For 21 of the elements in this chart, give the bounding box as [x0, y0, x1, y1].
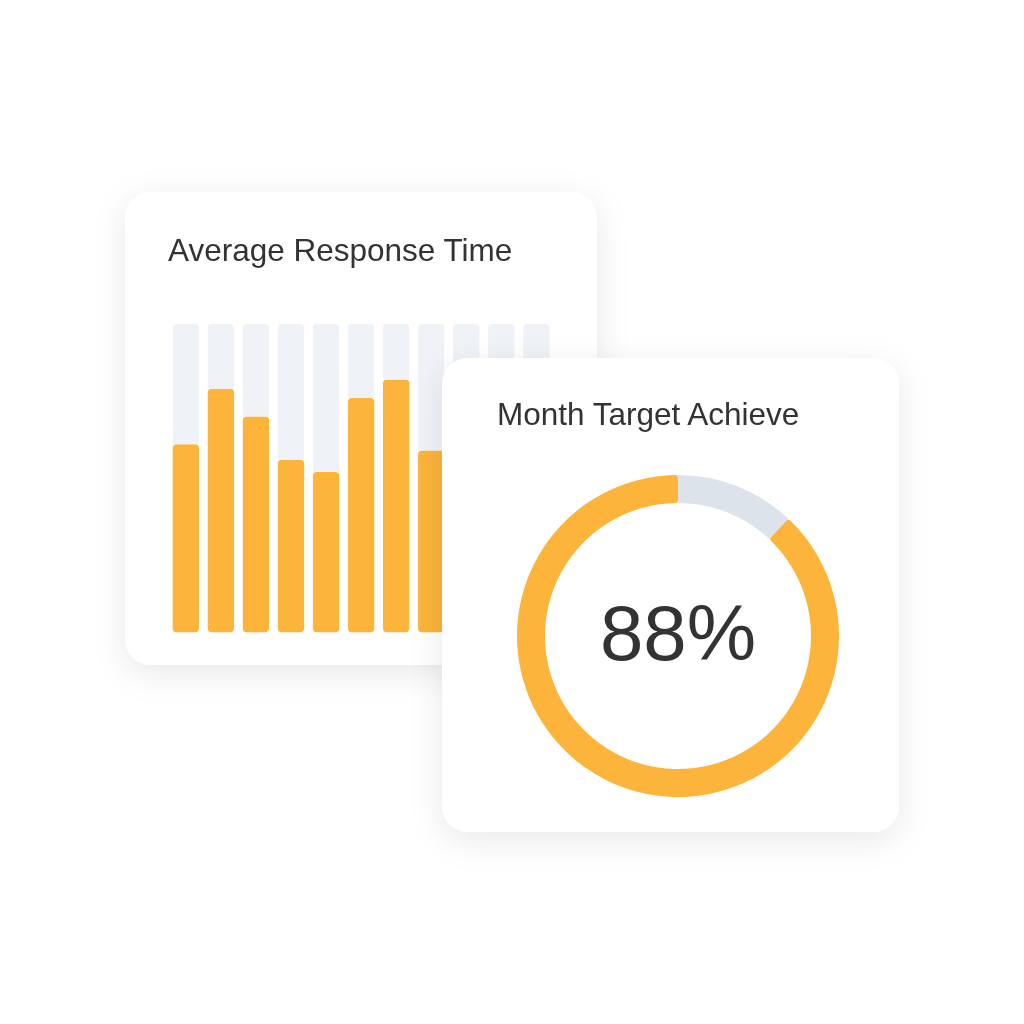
bar [242, 416, 270, 633]
bar [207, 388, 235, 633]
bar [172, 444, 199, 633]
bar [418, 324, 445, 451]
bar [312, 471, 340, 633]
chart-title: Average Response Time [168, 232, 513, 268]
bar [312, 324, 340, 472]
bar [207, 324, 235, 389]
bar [277, 324, 305, 460]
bar [277, 459, 305, 633]
donut-slice [517, 475, 839, 797]
bar [172, 324, 199, 445]
bar [242, 324, 270, 417]
data-label: 88% [599, 589, 757, 677]
chart-title: Month Target Achieve [497, 396, 800, 432]
bar [383, 324, 410, 380]
bar [347, 324, 375, 398]
bar [347, 397, 375, 633]
bar [418, 450, 445, 633]
donut-slice [678, 475, 789, 540]
bar [383, 379, 410, 633]
